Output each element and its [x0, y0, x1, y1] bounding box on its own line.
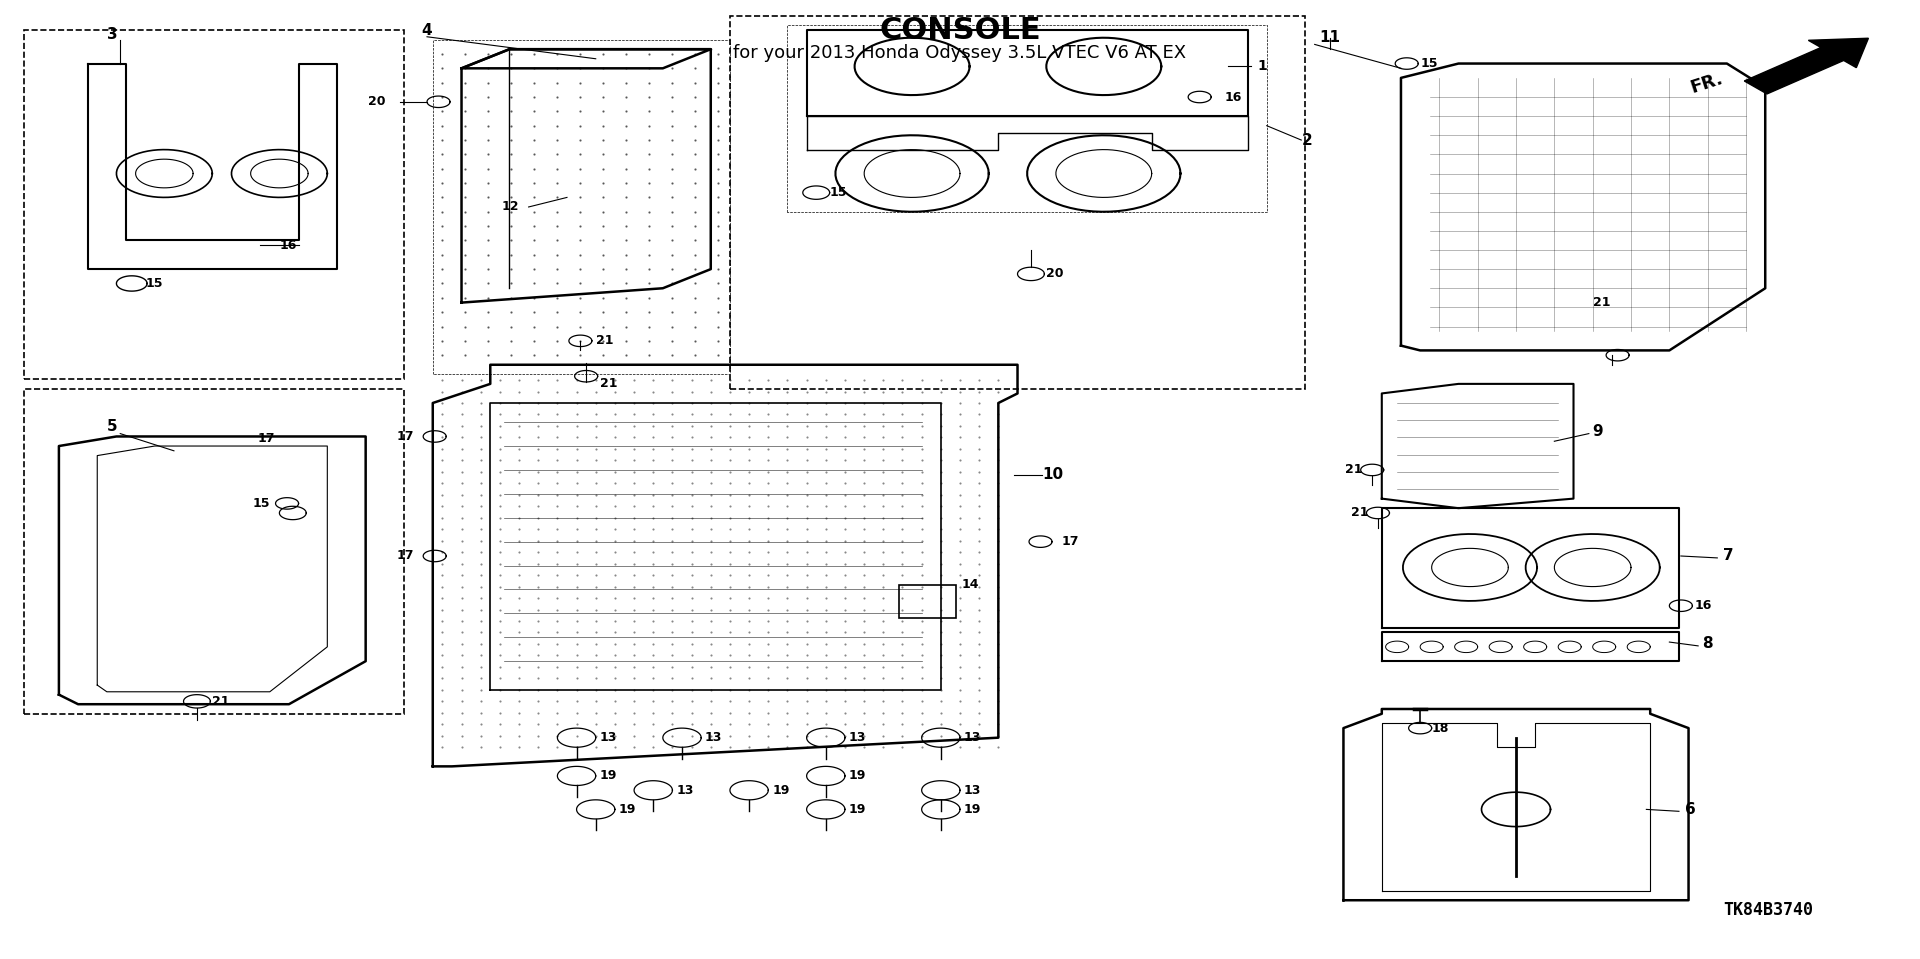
Text: 16: 16 [280, 239, 298, 251]
Text: 8: 8 [1701, 637, 1713, 651]
Text: FR.: FR. [1688, 69, 1726, 96]
Text: 21: 21 [599, 378, 616, 390]
Text: 16: 16 [1225, 90, 1242, 104]
Text: for your 2013 Honda Odyssey 3.5L VTEC V6 AT EX: for your 2013 Honda Odyssey 3.5L VTEC V6… [733, 44, 1187, 62]
Text: 19: 19 [849, 803, 866, 816]
Text: 13: 13 [964, 784, 981, 797]
Text: CONSOLE: CONSOLE [879, 15, 1041, 45]
Text: 15: 15 [146, 277, 163, 290]
Text: 16: 16 [1693, 599, 1711, 612]
Text: 18: 18 [1432, 721, 1450, 735]
Text: 21: 21 [595, 335, 612, 347]
Text: 1: 1 [1258, 59, 1267, 74]
Text: 15: 15 [829, 186, 847, 199]
Text: 9: 9 [1594, 424, 1603, 439]
Text: 15: 15 [252, 497, 271, 510]
Text: 21: 21 [213, 695, 230, 708]
Text: 4: 4 [422, 23, 432, 37]
Text: 19: 19 [849, 769, 866, 783]
Text: 6: 6 [1684, 802, 1695, 817]
Text: 13: 13 [705, 731, 722, 744]
Text: 21: 21 [1352, 506, 1369, 520]
Text: 20: 20 [369, 95, 386, 108]
Text: 3: 3 [108, 28, 117, 42]
Text: 13: 13 [676, 784, 693, 797]
Text: 13: 13 [964, 731, 981, 744]
Text: 20: 20 [1046, 268, 1064, 280]
Text: 21: 21 [1346, 463, 1363, 477]
Text: 19: 19 [964, 803, 981, 816]
Text: 17: 17 [396, 430, 413, 443]
Text: 15: 15 [1421, 57, 1438, 70]
Text: 13: 13 [599, 731, 616, 744]
Text: 7: 7 [1722, 549, 1734, 564]
Text: 17: 17 [396, 550, 413, 563]
Text: TK84B3740: TK84B3740 [1722, 901, 1812, 920]
Text: 19: 19 [618, 803, 636, 816]
Text: 19: 19 [772, 784, 789, 797]
Text: 17: 17 [257, 432, 276, 445]
Text: 11: 11 [1319, 31, 1340, 45]
Text: 21: 21 [1594, 296, 1611, 309]
Text: 5: 5 [108, 419, 117, 434]
Text: 19: 19 [599, 769, 616, 783]
Text: 14: 14 [962, 578, 979, 591]
Text: 10: 10 [1043, 467, 1064, 482]
FancyArrow shape [1743, 38, 1868, 94]
Text: 12: 12 [501, 200, 518, 214]
Text: 2: 2 [1302, 132, 1311, 148]
Text: 17: 17 [1062, 535, 1079, 549]
Text: 13: 13 [849, 731, 866, 744]
